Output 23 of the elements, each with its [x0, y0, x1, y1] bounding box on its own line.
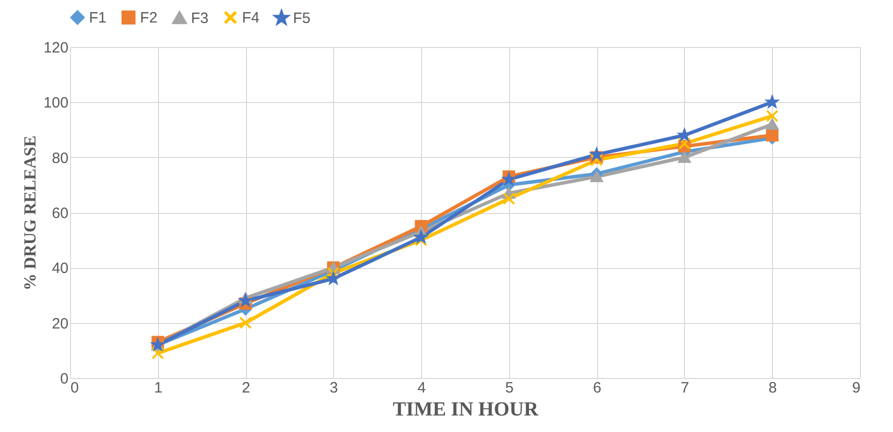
legend-label: F1 — [89, 10, 107, 27]
legend-label: F3 — [191, 10, 209, 27]
x-tick-label: 6 — [592, 380, 602, 396]
y-tick-label: 100 — [43, 94, 68, 112]
x-tick-label: 9 — [852, 380, 860, 396]
x-tick-label: 8 — [768, 380, 777, 396]
legend-label: F4 — [242, 10, 260, 27]
y-tick-label: 40 — [52, 260, 68, 278]
x-axis-title: TIME IN HOUR — [392, 398, 539, 420]
x-tick-label: 7 — [680, 380, 690, 396]
y-tick-label: 60 — [52, 205, 68, 222]
legend-label: F2 — [140, 10, 158, 27]
y-tick-label: 80 — [52, 150, 68, 167]
y-tick-label: 120 — [43, 40, 68, 56]
x-tick-label: 1 — [154, 380, 162, 396]
y-axis-title: % DRUG RELEASE — [20, 136, 40, 290]
x-tick-label: 5 — [505, 380, 514, 396]
y-tick-label: 20 — [52, 315, 68, 332]
x-tick-label: 0 — [70, 380, 79, 396]
x-tick-label: 2 — [242, 380, 250, 396]
x-tick-label: 4 — [417, 380, 426, 396]
legend-label: F5 — [293, 10, 311, 28]
x-tick-label: 3 — [330, 380, 338, 396]
